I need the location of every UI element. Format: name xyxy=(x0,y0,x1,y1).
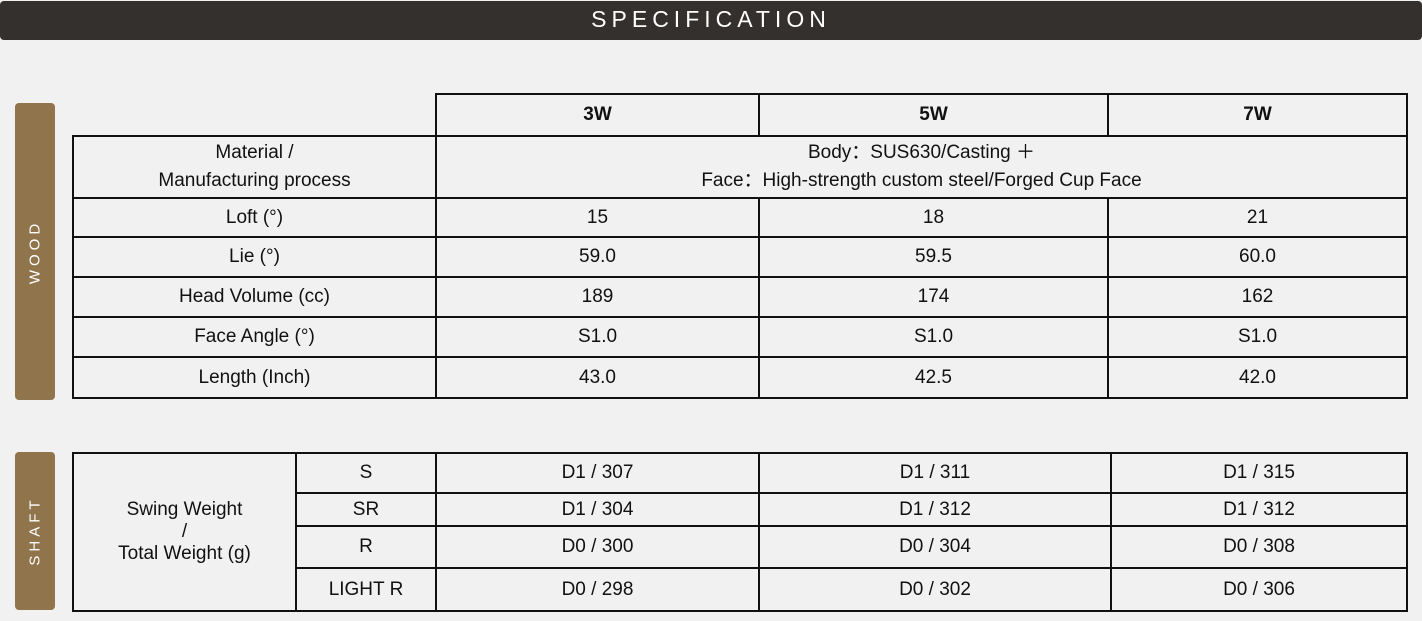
cell-value: D1 / 315 xyxy=(1110,452,1408,494)
table-row: Loft (°) 15 18 21 xyxy=(72,197,1408,238)
table-row: SR D1 / 304 D1 / 312 D1 / 312 xyxy=(73,492,1408,527)
cell-value: S1.0 xyxy=(758,316,1109,358)
cell-value: S1.0 xyxy=(435,316,760,358)
cell-value: 189 xyxy=(435,276,760,318)
wood-section-label: WOOD xyxy=(15,103,55,400)
column-header: 7W xyxy=(1107,93,1408,137)
cell-value: D0 / 298 xyxy=(435,567,760,612)
cell-value: D0 / 308 xyxy=(1110,525,1408,569)
cell-value: D1 / 311 xyxy=(758,452,1112,494)
flex-label: LIGHT R xyxy=(295,567,437,612)
flex-label: S xyxy=(295,452,437,494)
flex-label: R xyxy=(295,525,437,569)
cell-value: 21 xyxy=(1107,197,1408,238)
group-label: Swing Weight / Total Weight (g) xyxy=(72,452,297,612)
cell-value: 42.5 xyxy=(758,356,1109,399)
cell-value: 162 xyxy=(1107,276,1408,318)
table-row: Face Angle (°) S1.0 S1.0 S1.0 xyxy=(72,316,1408,358)
table-row: LIGHT R D0 / 298 D0 / 302 D0 / 306 xyxy=(73,567,1408,612)
cell-value: S1.0 xyxy=(1107,316,1408,358)
cell-value: 59.0 xyxy=(435,236,760,278)
cell-value: 60.0 xyxy=(1107,236,1408,278)
table-row: Material / Manufacturing process Body：SUS… xyxy=(72,135,1408,199)
cell-value: D1 / 312 xyxy=(758,492,1112,527)
table-row: Head Volume (cc) 189 174 162 xyxy=(72,276,1408,318)
cell-value: 15 xyxy=(435,197,760,238)
cell-value: D0 / 306 xyxy=(1110,567,1408,612)
shaft-spec-table: Swing Weight / Total Weight (g) S D1 / 307 D1… xyxy=(72,452,1408,612)
shaft-section-label: SHAFT xyxy=(15,452,55,610)
cell-value: D0 / 304 xyxy=(758,525,1112,569)
cell-value: 174 xyxy=(758,276,1109,318)
page-title: SPECIFICATION xyxy=(0,1,1422,40)
table-row: Lie (°) 59.0 59.5 60.0 xyxy=(72,236,1408,278)
column-header: 3W xyxy=(435,93,760,137)
material-value: Body：SUS630/Casting ＋ Face：High-strength … xyxy=(435,135,1408,199)
cell-value: 42.0 xyxy=(1107,356,1408,399)
table-row: Swing Weight / Total Weight (g) S D1 / 307 D1… xyxy=(72,452,1408,612)
flex-label: SR xyxy=(295,492,437,527)
row-label: Material / Manufacturing process xyxy=(72,135,437,199)
row-label: Loft (°) xyxy=(72,197,437,238)
row-label: Head Volume (cc) xyxy=(72,276,437,318)
row-label: Lie (°) xyxy=(72,236,437,278)
cell-value: 18 xyxy=(758,197,1109,238)
cell-value: D0 / 300 xyxy=(435,525,760,569)
cell-value: D0 / 302 xyxy=(758,567,1112,612)
row-label: Face Angle (°) xyxy=(72,316,437,358)
cell-value: 59.5 xyxy=(758,236,1109,278)
cell-value: 43.0 xyxy=(435,356,760,399)
row-label: Length (Inch) xyxy=(72,356,437,399)
cell-value: D1 / 304 xyxy=(435,492,760,527)
table-row: Length (Inch) 43.0 42.5 42.0 xyxy=(72,356,1408,399)
table-row: R D0 / 300 D0 / 304 D0 / 308 xyxy=(73,525,1408,569)
wood-spec-table: 3W 5W 7W Material / Manufacturing process… xyxy=(72,93,1408,399)
table-header-row: 3W 5W 7W xyxy=(73,93,1408,137)
column-header: 5W xyxy=(758,93,1109,137)
cell-value: D1 / 307 xyxy=(435,452,760,494)
cell-value: D1 / 312 xyxy=(1110,492,1408,527)
